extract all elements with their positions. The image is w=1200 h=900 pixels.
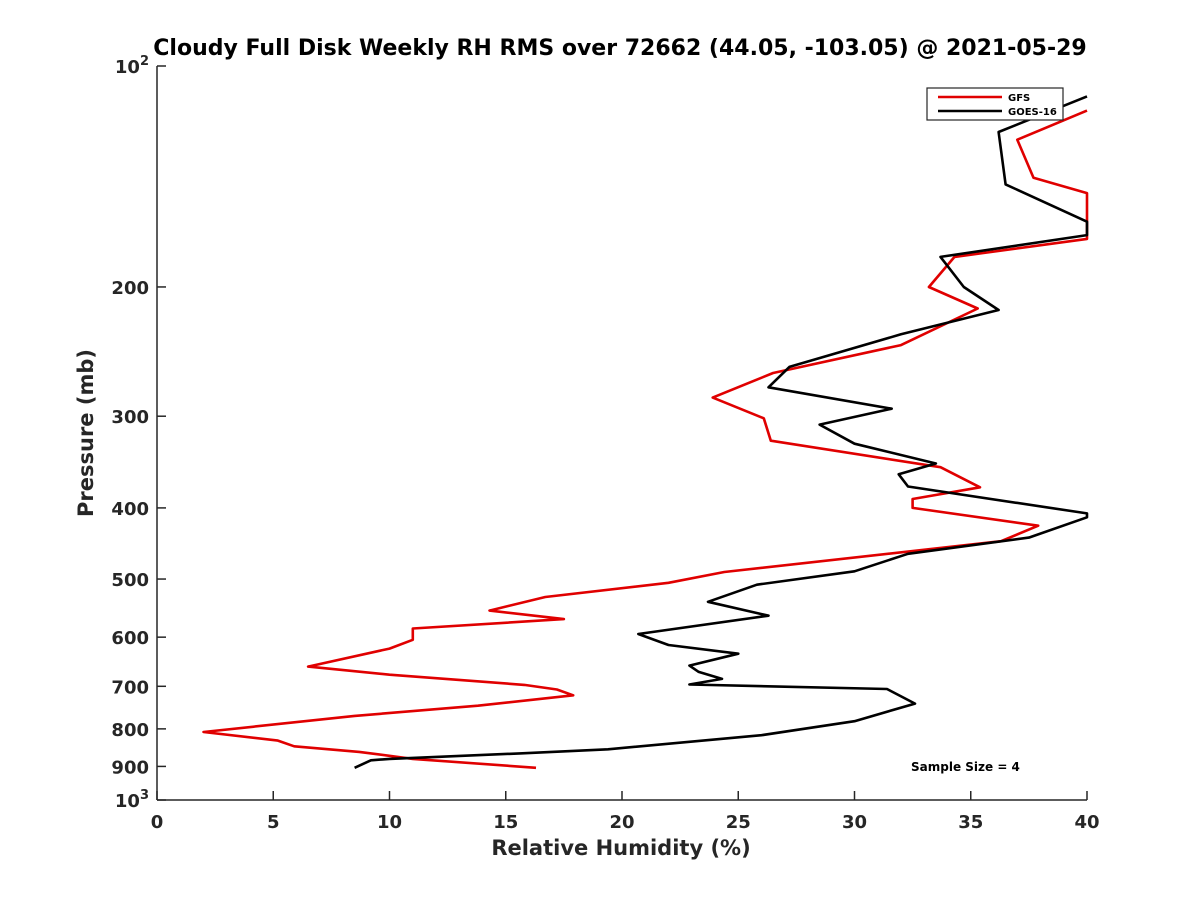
x-axis-label: Relative Humidity (%) [491, 836, 750, 860]
x-tick-label: 30 [842, 812, 867, 833]
x-tick-label: 35 [958, 812, 983, 833]
y-tick-label: 600 [111, 628, 149, 649]
legend-label: GFS [1008, 93, 1030, 104]
x-tick-label: 5 [267, 812, 280, 833]
y-axis-label: Pressure (mb) [74, 349, 98, 517]
legend-box [926, 87, 1064, 121]
y-tick-label: 700 [111, 677, 149, 698]
y-tick-label: 800 [111, 720, 149, 741]
x-tick-label: 40 [1074, 812, 1099, 833]
legend: GFS GOES-16 [926, 87, 1064, 121]
y-axis-ticks: 102 200 300 400 500 600 700 800 900 103 [111, 54, 166, 812]
x-tick-label: 10 [377, 812, 402, 833]
chart-title: Cloudy Full Disk Weekly RH RMS over 7266… [153, 36, 1086, 61]
sample-size-annotation: Sample Size = 4 [911, 760, 1020, 774]
y-tick-label: 102 [115, 54, 149, 78]
x-tick-label: 25 [726, 812, 751, 833]
plot-series [202, 95, 1089, 770]
series-line-goes-16 [354, 95, 1089, 769]
y-tick-label: 300 [111, 407, 149, 428]
y-tick-label: 200 [111, 278, 149, 299]
x-tick-label: 0 [151, 812, 164, 833]
series-line-gfs [202, 109, 1089, 770]
y-tick-label: 900 [111, 757, 149, 778]
legend-label: GOES-16 [1008, 107, 1057, 118]
y-tick-label: 500 [111, 570, 149, 591]
x-tick-label: 15 [493, 812, 518, 833]
y-tick-label: 400 [111, 499, 149, 520]
x-tick-label: 20 [609, 812, 634, 833]
y-tick-label: 103 [115, 788, 149, 812]
x-axis-ticks: 0 5 10 15 20 25 30 35 40 [151, 791, 1100, 833]
